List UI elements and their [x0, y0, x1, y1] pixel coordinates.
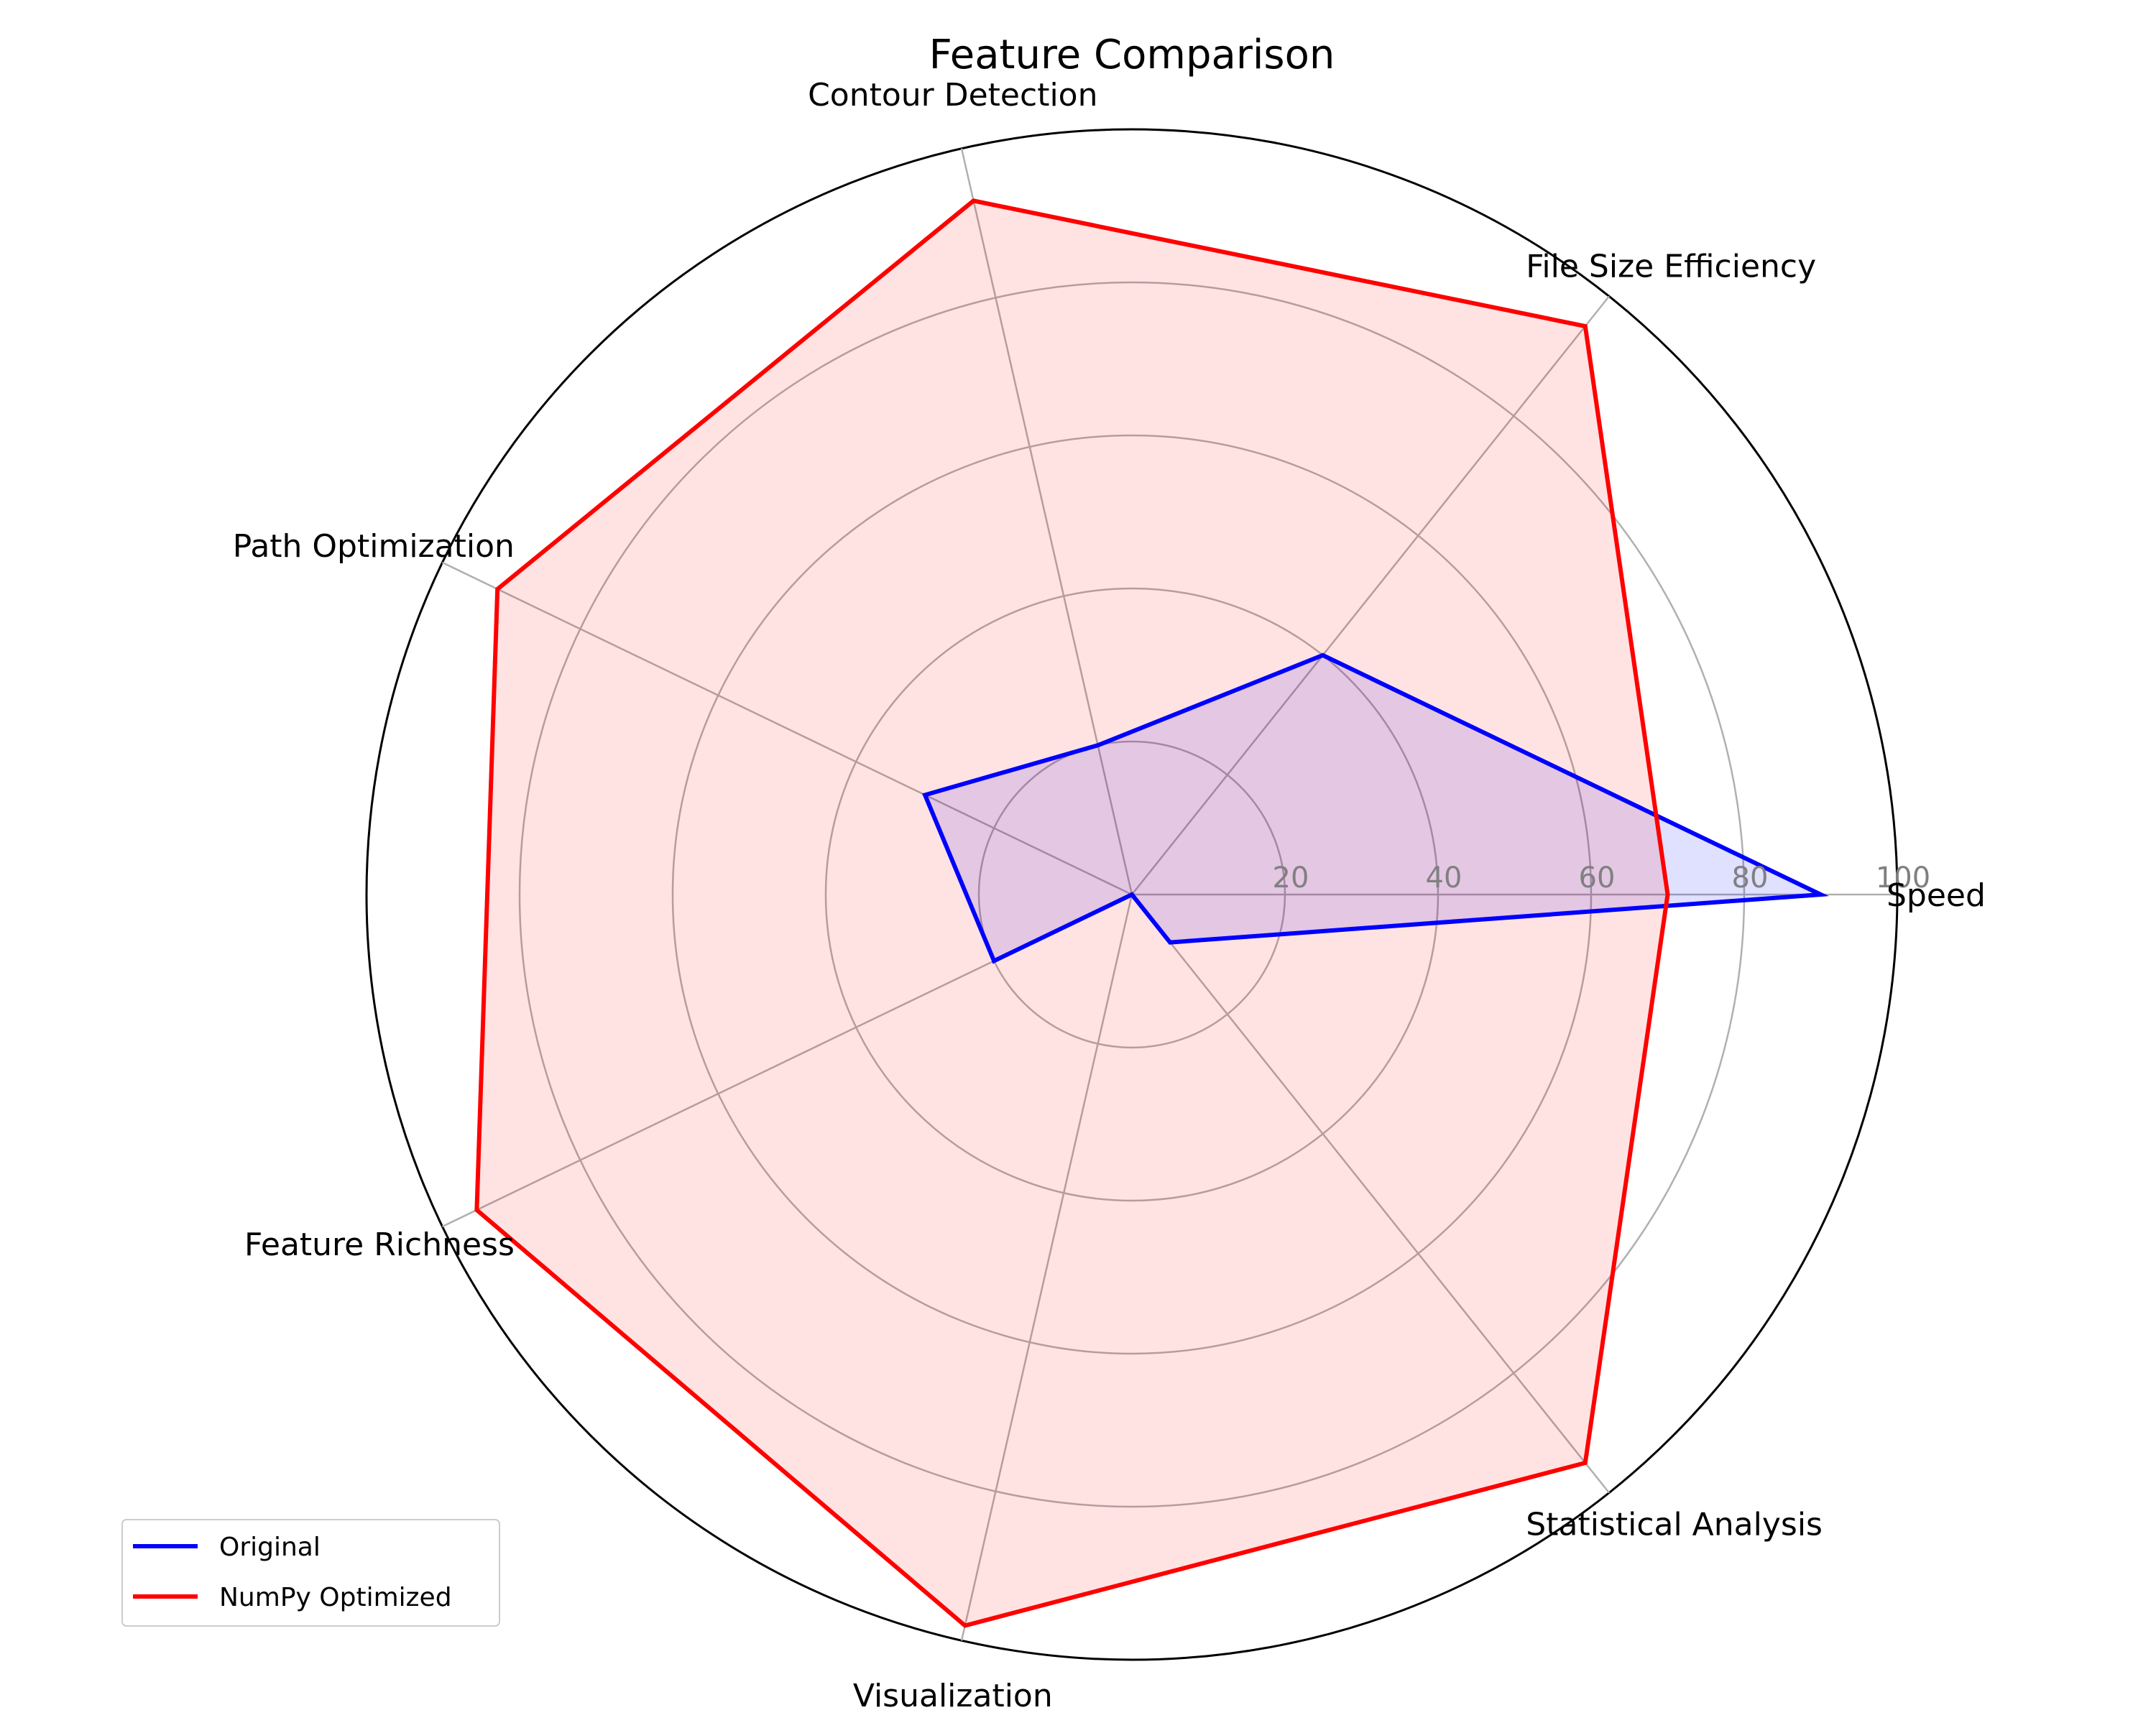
radial-tick-label: 20	[1273, 861, 1309, 895]
spoke-line	[441, 561, 1133, 896]
legend-box	[121, 1519, 500, 1627]
category-label: Feature Richness	[244, 1226, 515, 1263]
spoke-line	[1131, 295, 1610, 895]
spoke-line	[960, 148, 1133, 895]
grid-layer	[365, 128, 1899, 1661]
spoke-line	[1131, 894, 1610, 1494]
chart-title: Feature Comparison	[929, 32, 1335, 78]
category-label: Visualization	[853, 1678, 1053, 1714]
series-line-original	[922, 652, 1829, 964]
radial-tick-label: 80	[1732, 861, 1769, 895]
series-area-original	[925, 655, 1821, 961]
category-label: Contour Detection	[808, 77, 1097, 114]
legend: Original NumPy Optimized	[121, 1519, 500, 1627]
radial-tick-label: 60	[1579, 861, 1616, 895]
category-label: Statistical Analysis	[1526, 1507, 1823, 1543]
category-label: Path Optimization	[233, 528, 515, 565]
series-area-numpy-optimized	[476, 200, 1668, 1626]
category-label: File Size Efficiency	[1526, 248, 1816, 285]
category-label: Speed	[1886, 877, 1986, 914]
series-line-numpy-optimized	[474, 198, 1670, 1628]
spoke-line	[960, 894, 1133, 1641]
series-layer	[474, 198, 1829, 1628]
radial-tick-label: 40	[1426, 861, 1462, 895]
legend-label-numpy-optimized: NumPy Optimized	[219, 1583, 452, 1612]
radial-tick-label: 100	[1876, 861, 1930, 895]
legend-label-original: Original	[219, 1533, 321, 1562]
